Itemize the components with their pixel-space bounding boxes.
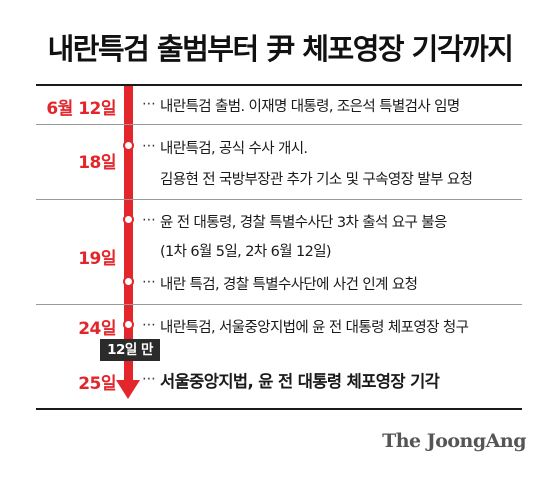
divider bbox=[36, 124, 522, 125]
event-text-18-line1: 내란특검, 공식 수사 개시. bbox=[160, 141, 308, 157]
joongang-logo: The JoongAng bbox=[382, 430, 526, 452]
timeline-arrow-head bbox=[116, 380, 140, 399]
event-text-19-line3: 내란 특검, 경찰 특별수사단에 사건 인계 요청 bbox=[160, 277, 418, 293]
event-text-24: 내란특검, 서울중앙지법에 윤 전 대통령 체포영장 청구 bbox=[160, 320, 469, 336]
leader-dots: ⋯ bbox=[142, 371, 157, 387]
duration-badge: 12일 만 bbox=[100, 339, 160, 361]
event-text-18-line2: 김용현 전 국방부장관 추가 기소 및 구속영장 발부 요청 bbox=[160, 172, 473, 188]
page-title: 내란특검 출범부터 尹 체포영장 기각까지 bbox=[47, 32, 514, 66]
event-text-25: 서울중앙지법, 윤 전 대통령 체포영장 기각 bbox=[160, 372, 440, 391]
event-date-jun12: 6월 12일 bbox=[46, 99, 116, 119]
divider bbox=[36, 304, 522, 305]
leader-dots: ⋯ bbox=[142, 138, 157, 154]
divider bbox=[36, 199, 522, 200]
top-rule bbox=[36, 84, 522, 86]
timeline-dot bbox=[123, 276, 134, 287]
leader-dots: ⋯ bbox=[142, 317, 157, 333]
event-date-18: 18일 bbox=[78, 153, 116, 173]
event-text-jun12: 내란특검 출범. 이재명 대통령, 조은석 특별검사 임명 bbox=[160, 99, 460, 115]
timeline-dot bbox=[123, 140, 134, 151]
leader-dots: ⋯ bbox=[142, 212, 157, 228]
leader-dots: ⋯ bbox=[142, 274, 157, 290]
leader-dots: ⋯ bbox=[142, 96, 157, 112]
timeline-dot bbox=[123, 214, 134, 225]
event-text-19-line2: (1차 6월 5일, 2차 6월 12일) bbox=[160, 244, 332, 260]
timeline-arrow-shaft bbox=[124, 86, 133, 383]
event-date-19: 19일 bbox=[78, 249, 116, 269]
event-date-25: 25일 bbox=[78, 374, 116, 394]
event-date-24: 24일 bbox=[78, 319, 116, 339]
bottom-rule bbox=[36, 408, 522, 410]
timeline-dot bbox=[123, 319, 134, 330]
event-text-19-line1: 윤 전 대통령, 경찰 특별수사단 3차 출석 요구 불응 bbox=[160, 215, 447, 231]
